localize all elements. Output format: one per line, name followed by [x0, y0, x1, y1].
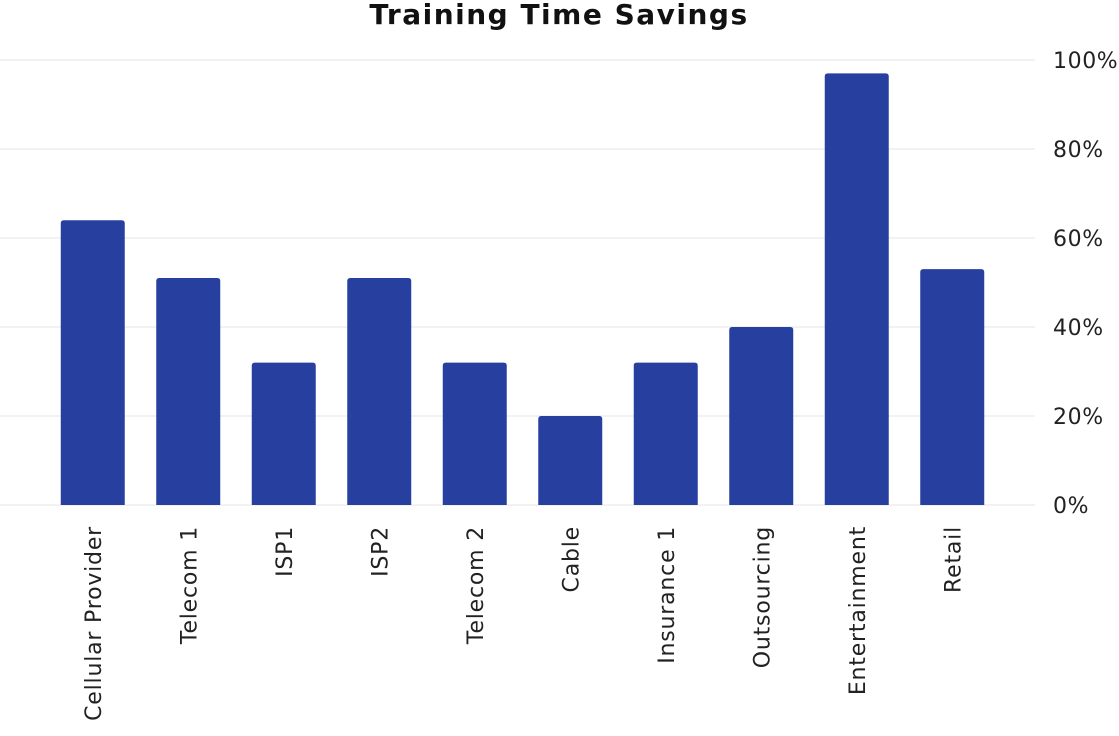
x-tick-label: ISP2	[368, 526, 393, 577]
bar	[824, 73, 889, 505]
bar	[920, 269, 985, 505]
y-tick-label: 100%	[1053, 49, 1118, 74]
x-tick-label: Cellular Provider	[82, 526, 107, 721]
x-axis-category-labels: Cellular Provider Telecom 1 ISP1 ISP2 Teleco…	[82, 526, 967, 721]
chart-title: Training Time Savings	[369, 0, 748, 31]
x-tick-label: Insurance 1	[655, 526, 680, 664]
x-tick-label: Entertainment	[846, 526, 871, 695]
x-tick-label: ISP1	[273, 526, 298, 577]
y-tick-label: 20%	[1053, 405, 1104, 430]
bar	[347, 278, 412, 505]
x-tick-label: Outsourcing	[750, 526, 775, 668]
y-tick-label: 80%	[1053, 138, 1104, 163]
x-tick-label: Cable	[559, 526, 584, 592]
y-axis-tick-labels: 0% 20% 40% 60% 80% 100%	[1053, 49, 1118, 519]
bar	[633, 362, 698, 505]
y-tick-label: 60%	[1053, 227, 1104, 252]
y-tick-label: 0%	[1053, 494, 1089, 519]
x-tick-label: Retail	[941, 526, 966, 593]
bar	[729, 327, 794, 505]
y-tick-label: 40%	[1053, 316, 1104, 341]
bar	[442, 362, 507, 505]
bar	[156, 278, 221, 505]
x-tick-label: Telecom 2	[464, 526, 489, 645]
bar	[60, 220, 125, 505]
x-tick-label: Telecom 1	[177, 526, 202, 645]
bar	[251, 362, 316, 505]
bar	[538, 416, 603, 505]
bars	[60, 73, 985, 505]
